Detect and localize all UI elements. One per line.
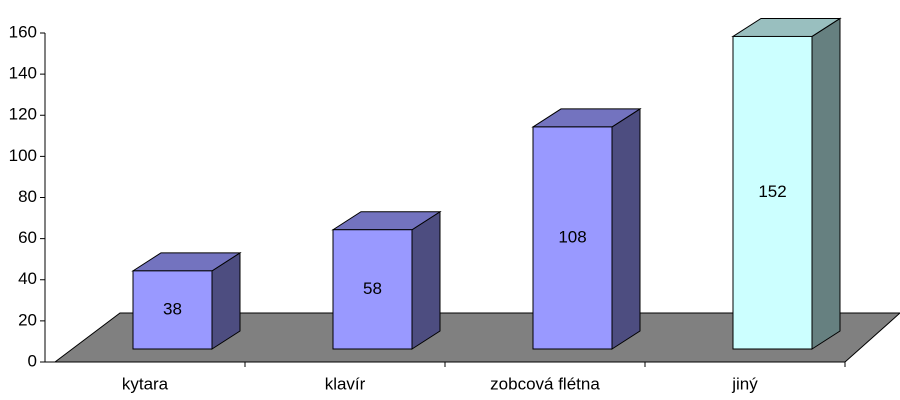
- y-tick-label: 20: [18, 310, 37, 329]
- bar: [332, 229, 413, 350]
- x-tick-label: kytara: [122, 374, 169, 393]
- y-tick-label: 100: [9, 146, 37, 165]
- y-tick-label: 40: [18, 269, 37, 288]
- bar-side: [811, 17, 841, 350]
- bar: [132, 270, 213, 350]
- data-label: 152: [758, 182, 786, 201]
- x-tick-label: jiný: [731, 374, 758, 393]
- x-tick-label: zobcová flétna: [490, 374, 600, 393]
- data-label: 58: [363, 279, 382, 298]
- data-label: 108: [558, 227, 586, 246]
- y-tick-label: 60: [18, 228, 37, 247]
- bar: [732, 35, 813, 350]
- bar-side: [611, 108, 641, 350]
- bar: [532, 126, 613, 350]
- y-tick-label: 140: [9, 64, 37, 83]
- y-tick-label: 160: [9, 22, 37, 41]
- bar-side: [411, 210, 441, 350]
- y-tick-label: 120: [9, 105, 37, 124]
- x-tick-label: klavír: [325, 374, 366, 393]
- y-tick-label: 80: [18, 187, 37, 206]
- y-tick-label: 0: [28, 351, 37, 370]
- data-label: 38: [163, 299, 182, 318]
